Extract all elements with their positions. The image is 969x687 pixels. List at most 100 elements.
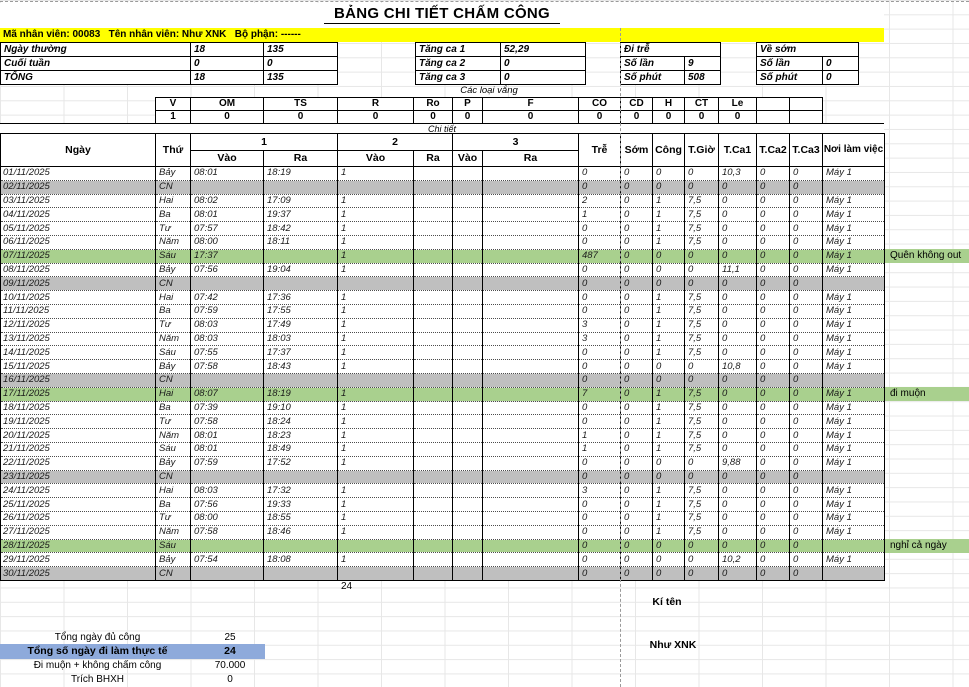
ot2-cell[interactable]: 0 [756, 318, 790, 333]
in3-cell[interactable] [452, 318, 483, 333]
worked-days-marker-total[interactable]: 24 [341, 581, 353, 592]
in3-cell[interactable] [452, 345, 483, 361]
early-cell[interactable]: 0 [620, 525, 653, 540]
ot2-cell[interactable]: 0 [756, 456, 790, 471]
in2-cell[interactable]: 1 [337, 497, 414, 512]
summary-days[interactable]: 0 [190, 56, 264, 71]
out3-cell[interactable] [482, 166, 579, 181]
absence-count[interactable]: 0 [337, 109, 414, 124]
ot3-cell[interactable]: 0 [789, 221, 823, 236]
in3-cell[interactable] [452, 373, 483, 388]
out2-cell[interactable] [413, 483, 453, 499]
in3-cell[interactable] [452, 456, 483, 471]
in3-cell[interactable] [452, 470, 483, 485]
in3-cell[interactable] [452, 428, 483, 443]
ot3-cell[interactable]: 0 [789, 235, 823, 250]
totals-label[interactable]: Đi muộn + không chấm công [33, 660, 162, 672]
out1-cell[interactable]: 18:55 [263, 511, 338, 526]
hours-cell[interactable]: 0 [684, 456, 719, 471]
hours-cell[interactable]: 0 [684, 180, 719, 195]
ot2-cell[interactable]: 0 [756, 401, 790, 416]
in2-cell[interactable]: 1 [337, 442, 414, 457]
in1-cell[interactable] [190, 539, 264, 554]
summary-hours[interactable]: 135 [263, 42, 338, 57]
in1-cell[interactable] [190, 373, 264, 388]
late-cell[interactable]: 487 [578, 249, 621, 264]
out1-cell[interactable]: 18:23 [263, 428, 338, 443]
ot1-cell[interactable]: 0 [718, 221, 757, 236]
note-cell[interactable] [885, 470, 969, 484]
date-cell[interactable]: 03/11/2025 [0, 194, 156, 209]
ot2-cell[interactable]: 0 [756, 470, 790, 485]
ot2-cell[interactable]: 0 [756, 566, 790, 581]
summary-hours[interactable]: 0 [263, 56, 338, 71]
late-cell[interactable]: 0 [578, 263, 621, 278]
early-count-value[interactable]: 0 [822, 56, 859, 71]
in2-cell[interactable]: 1 [337, 387, 414, 402]
out2-cell[interactable] [413, 470, 453, 485]
absence-code[interactable]: P [452, 96, 483, 111]
out1-cell[interactable]: 17:32 [263, 483, 338, 499]
late-minutes-label[interactable]: Số phút [620, 70, 685, 85]
weekday-cell[interactable]: Bảy [155, 263, 191, 278]
date-cell[interactable]: 27/11/2025 [0, 525, 156, 540]
totals-value[interactable]: 0 [227, 674, 233, 686]
out3-cell[interactable] [482, 180, 579, 195]
work-cell[interactable]: 1 [652, 194, 685, 209]
late-cell[interactable]: 0 [578, 497, 621, 512]
header-ot2[interactable]: T.Ca2 [756, 133, 790, 167]
in3-cell[interactable] [452, 387, 483, 402]
absence-count[interactable]: 0 [263, 109, 338, 124]
out1-cell[interactable]: 18:49 [263, 442, 338, 457]
work-cell[interactable]: 0 [652, 263, 685, 278]
work-cell[interactable]: 0 [652, 456, 685, 471]
out3-cell[interactable] [482, 470, 579, 485]
absence-code[interactable]: F [482, 96, 579, 111]
early-minutes-label[interactable]: Số phút [756, 70, 823, 85]
out2-cell[interactable] [413, 332, 453, 347]
note-cell[interactable] [885, 373, 969, 387]
work-cell[interactable]: 1 [652, 332, 685, 347]
weekday-cell[interactable]: CN [155, 566, 191, 581]
work-cell[interactable]: 1 [652, 497, 685, 512]
in2-cell[interactable]: 1 [337, 318, 414, 333]
ot1-cell[interactable]: 0 [718, 566, 757, 581]
hours-cell[interactable]: 0 [684, 276, 719, 292]
in3-cell[interactable] [452, 552, 483, 568]
out1-cell[interactable]: 19:04 [263, 263, 338, 278]
location-cell[interactable]: Máy 1 [822, 221, 885, 236]
date-cell[interactable]: 02/11/2025 [0, 180, 156, 195]
in3-cell[interactable] [452, 539, 483, 554]
ot1-cell[interactable]: 0 [718, 345, 757, 361]
early-count-label[interactable]: Số lần [756, 56, 823, 71]
date-cell[interactable]: 22/11/2025 [0, 456, 156, 471]
in3-cell[interactable] [452, 511, 483, 526]
late-cell[interactable]: 0 [578, 456, 621, 471]
ot3-cell[interactable]: 0 [789, 428, 823, 443]
hours-cell[interactable]: 7,5 [684, 290, 719, 305]
absence-count[interactable]: 0 [652, 109, 685, 124]
date-cell[interactable]: 12/11/2025 [0, 318, 156, 333]
out2-cell[interactable] [413, 304, 453, 319]
ot1-cell[interactable]: 0 [718, 483, 757, 499]
in3-cell[interactable] [452, 249, 483, 264]
work-cell[interactable]: 1 [652, 442, 685, 457]
header-ot1[interactable]: T.Ca1 [718, 133, 757, 167]
work-cell[interactable]: 1 [652, 387, 685, 402]
weekday-cell[interactable]: Ba [155, 401, 191, 416]
work-cell[interactable]: 1 [652, 511, 685, 526]
absence-code[interactable]: CO [578, 96, 621, 111]
ot2-cell[interactable]: 0 [756, 180, 790, 195]
ot3-cell[interactable]: 0 [789, 552, 823, 568]
hours-cell[interactable]: 0 [684, 249, 719, 264]
note-cell[interactable] [885, 567, 969, 581]
late-cell[interactable]: 2 [578, 194, 621, 209]
out2-cell[interactable] [413, 401, 453, 416]
out1-cell[interactable]: 18:08 [263, 552, 338, 568]
date-cell[interactable]: 05/11/2025 [0, 221, 156, 236]
early-cell[interactable]: 0 [620, 304, 653, 319]
totals-value[interactable]: 70.000 [214, 660, 246, 672]
out1-cell[interactable] [263, 470, 338, 485]
ot2-cell[interactable]: 0 [756, 235, 790, 250]
out2-cell[interactable] [413, 180, 453, 195]
